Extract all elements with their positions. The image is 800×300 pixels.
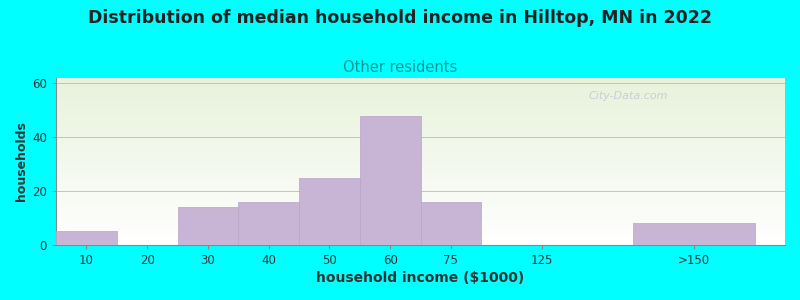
Y-axis label: households: households (15, 122, 28, 201)
Text: City-Data.com: City-Data.com (588, 91, 668, 101)
Bar (178, 207, 238, 245)
X-axis label: household income ($1000): household income ($1000) (317, 271, 525, 285)
Bar (299, 178, 360, 245)
Bar (56, 231, 117, 245)
Bar (421, 202, 482, 245)
Text: Distribution of median household income in Hilltop, MN in 2022: Distribution of median household income … (88, 9, 712, 27)
Text: Other residents: Other residents (343, 60, 457, 75)
Bar (360, 116, 421, 245)
Bar (238, 202, 299, 245)
Bar (633, 223, 754, 245)
